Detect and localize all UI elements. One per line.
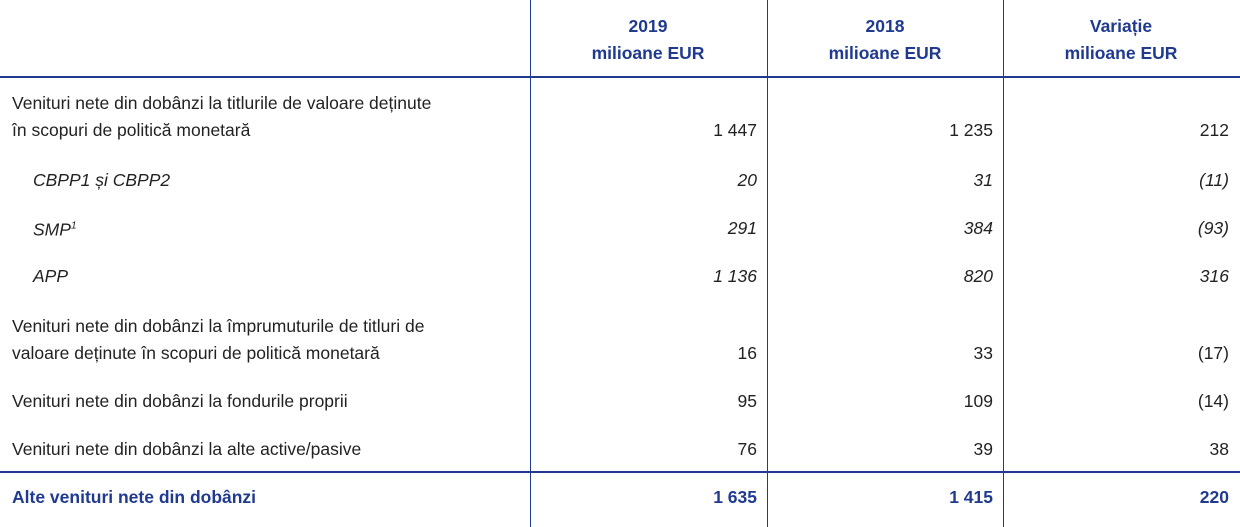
- cell-value: 39: [973, 439, 993, 459]
- cell-value: 291: [727, 218, 757, 238]
- cell-value: 316: [1199, 266, 1229, 286]
- cell-value: 384: [963, 218, 993, 238]
- column-year: Variație: [1089, 16, 1153, 36]
- cell-value: 16: [737, 343, 757, 363]
- column-year: 2019: [628, 16, 668, 36]
- cell-value: 1 136: [713, 266, 757, 286]
- cell-value: (14): [1197, 391, 1229, 411]
- total-label: Alte venituri nete din dobânzi: [12, 487, 257, 507]
- row-label: Venituri nete din dobânzi la alte active…: [12, 439, 362, 459]
- total-value: 220: [1199, 487, 1229, 507]
- header-rule: [0, 76, 1240, 78]
- column-unit: milioane EUR: [828, 43, 942, 63]
- column-unit: milioane EUR: [591, 43, 705, 63]
- cell-value: (93): [1197, 218, 1229, 238]
- row-label: în scopuri de politică monetară: [12, 120, 251, 140]
- cell-value: (17): [1197, 343, 1229, 363]
- cell-value: 31: [973, 170, 993, 190]
- total-value: 1 635: [713, 487, 757, 507]
- cell-value: 38: [1209, 439, 1229, 459]
- cell-value: (11): [1199, 170, 1229, 190]
- total-value: 1 415: [949, 487, 993, 507]
- column-divider: [767, 0, 768, 527]
- row-label: APP: [33, 266, 69, 286]
- row-label: Venituri nete din dobânzi la titlurile d…: [12, 93, 432, 113]
- cell-value: 1 235: [949, 120, 993, 140]
- column-unit: milioane EUR: [1064, 43, 1178, 63]
- cell-value: 20: [737, 170, 757, 190]
- column-divider: [1003, 0, 1004, 527]
- row-label: Venituri nete din dobânzi la fondurile p…: [12, 391, 348, 411]
- total-rule: [0, 471, 1240, 473]
- column-year: 2018: [865, 16, 905, 36]
- row-label: SMP1: [33, 219, 77, 240]
- cell-value: 1 447: [713, 120, 757, 140]
- cell-value: 820: [963, 266, 993, 286]
- cell-value: 109: [963, 391, 993, 411]
- cell-value: 33: [973, 343, 993, 363]
- cell-value: 95: [737, 391, 757, 411]
- row-label: Venituri nete din dobânzi la împrumuturi…: [12, 316, 425, 336]
- cell-value: 76: [737, 439, 757, 459]
- row-label: CBPP1 și CBPP2: [33, 170, 171, 190]
- cell-value: 212: [1199, 120, 1229, 140]
- footnote-ref: 1: [70, 220, 77, 232]
- column-divider: [530, 0, 531, 527]
- row-label: valoare deținute în scopuri de politică …: [12, 343, 380, 363]
